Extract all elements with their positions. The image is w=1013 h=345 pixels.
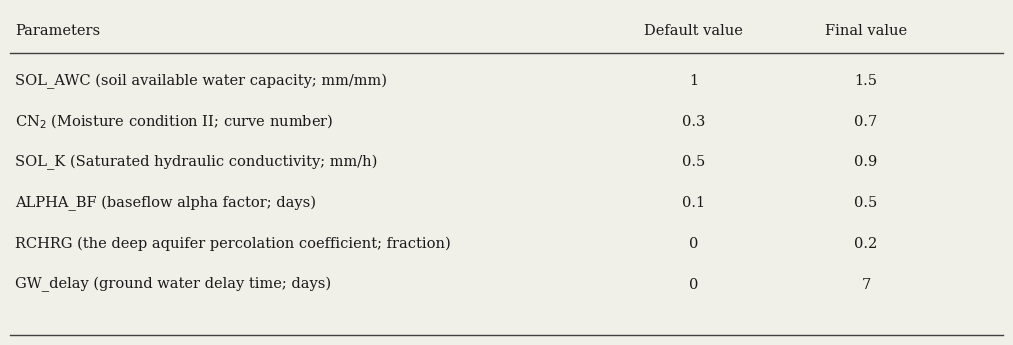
Text: Default value: Default value bbox=[644, 24, 744, 38]
Text: ALPHA_BF (baseflow alpha factor; days): ALPHA_BF (baseflow alpha factor; days) bbox=[15, 196, 316, 211]
Text: 0.2: 0.2 bbox=[855, 237, 877, 251]
Text: 0.7: 0.7 bbox=[855, 115, 877, 129]
Text: 0.3: 0.3 bbox=[682, 115, 706, 129]
Text: 0.5: 0.5 bbox=[855, 196, 877, 210]
Text: GW_delay (ground water delay time; days): GW_delay (ground water delay time; days) bbox=[15, 277, 331, 292]
Text: CN$_2$ (Moisture condition II; curve number): CN$_2$ (Moisture condition II; curve num… bbox=[15, 112, 333, 131]
Text: 0: 0 bbox=[689, 278, 699, 292]
Text: 1: 1 bbox=[689, 74, 699, 88]
Text: 0.1: 0.1 bbox=[683, 196, 705, 210]
Text: 0.5: 0.5 bbox=[683, 156, 705, 169]
Text: Parameters: Parameters bbox=[15, 24, 100, 38]
Text: 1.5: 1.5 bbox=[855, 74, 877, 88]
Text: 0.9: 0.9 bbox=[855, 156, 877, 169]
Text: Final value: Final value bbox=[825, 24, 908, 38]
Text: SOL_AWC (soil available water capacity; mm/mm): SOL_AWC (soil available water capacity; … bbox=[15, 73, 387, 89]
Text: SOL_K (Saturated hydraulic conductivity; mm/h): SOL_K (Saturated hydraulic conductivity;… bbox=[15, 155, 378, 170]
Text: 0: 0 bbox=[689, 237, 699, 251]
Text: RCHRG (the deep aquifer percolation coefficient; fraction): RCHRG (the deep aquifer percolation coef… bbox=[15, 237, 451, 251]
Text: 7: 7 bbox=[861, 278, 871, 292]
